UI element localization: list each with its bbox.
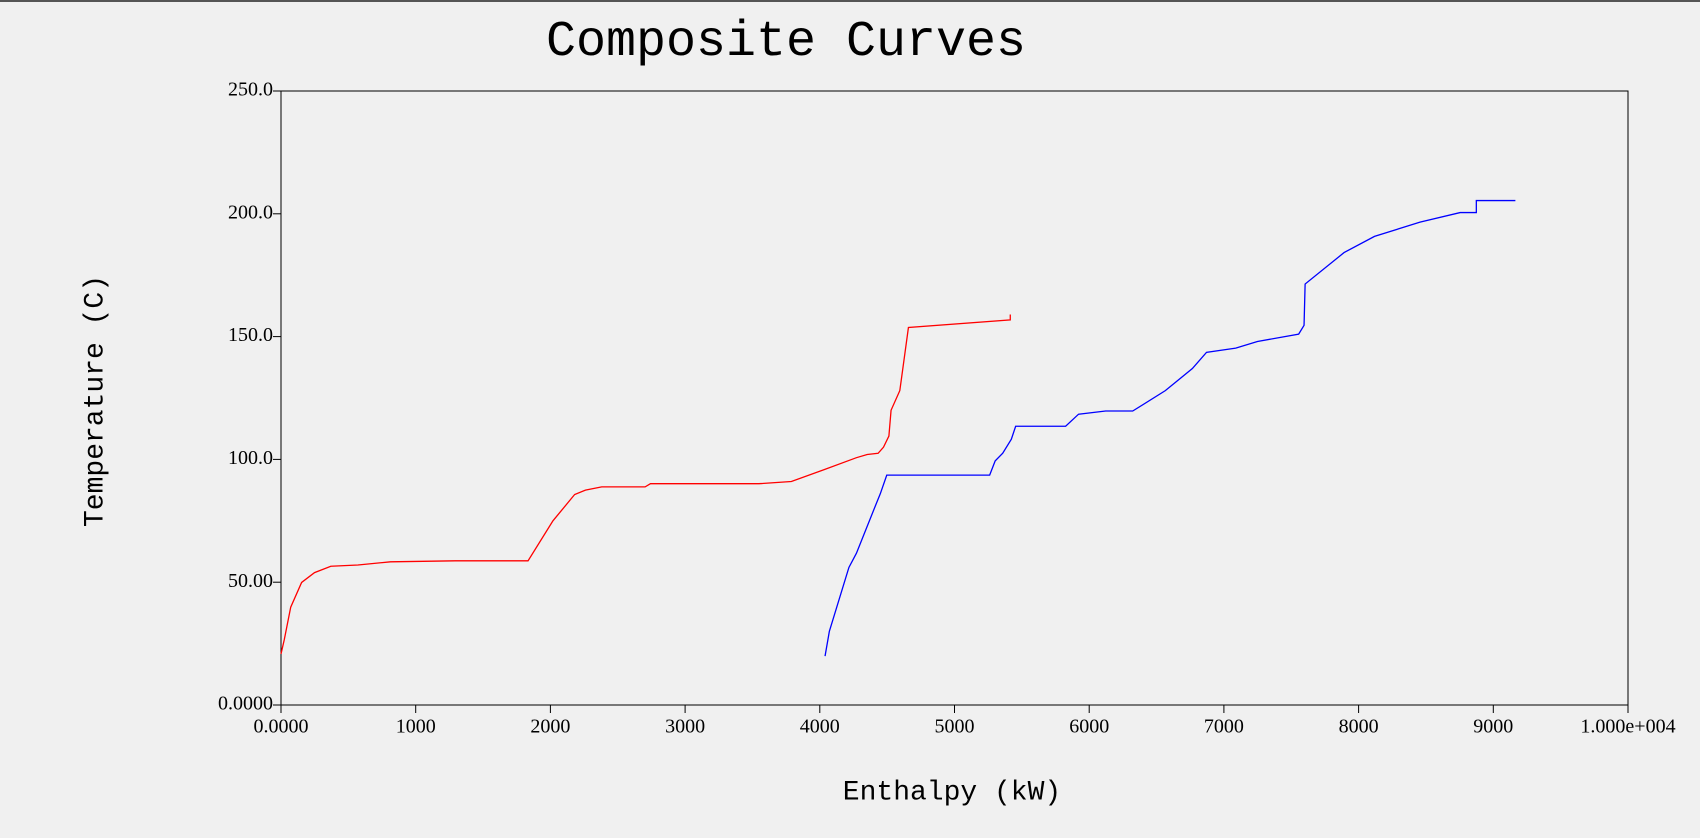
x-tick-label: 1.000e+004 (1580, 716, 1675, 738)
x-tick-label: 7000 (1204, 716, 1244, 738)
x-axis-label: Enthalpy (kW) (843, 777, 1061, 808)
plot-frame (280, 90, 1629, 706)
y-axis-label: Temperature (C) (80, 275, 111, 527)
curve (824, 199, 1516, 657)
y-tick-label: 100.0 (228, 447, 273, 469)
x-tick-label: 4000 (800, 716, 840, 738)
y-tick-label: 0.0000 (218, 693, 273, 715)
x-tick-label: 6000 (1069, 716, 1109, 738)
y-tick-label: 50.00 (228, 570, 273, 592)
x-tick-label: 2000 (530, 716, 570, 738)
y-tick-label: 150.0 (228, 324, 273, 346)
x-tick-label: 5000 (935, 716, 975, 738)
curve (280, 314, 1011, 655)
chart-title: Composite Curves (546, 14, 1026, 71)
x-tick-label: 1000 (396, 716, 436, 738)
x-tick-label: 3000 (665, 716, 705, 738)
y-tick-label: 200.0 (228, 201, 273, 223)
x-tick-label: 0.0000 (254, 716, 309, 738)
y-tick-label: 250.0 (228, 79, 273, 101)
x-tick-label: 9000 (1473, 716, 1513, 738)
x-tick-label: 8000 (1339, 716, 1379, 738)
